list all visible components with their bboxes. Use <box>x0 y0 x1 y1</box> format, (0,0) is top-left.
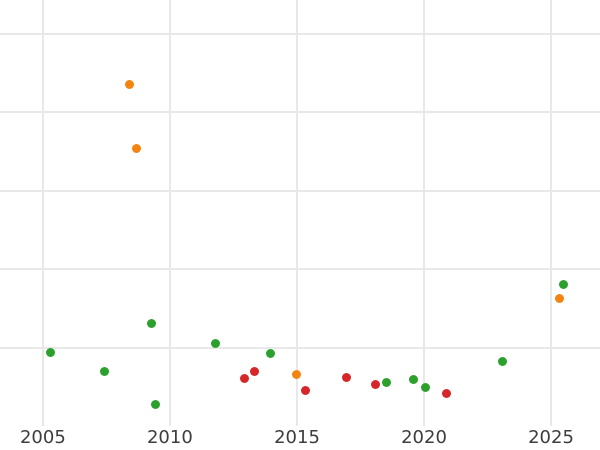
gridline-x-2015 <box>296 0 298 426</box>
data-point-orange <box>132 143 142 153</box>
data-point-red <box>301 386 311 396</box>
data-point-green <box>46 347 56 357</box>
gridline-y-4 <box>0 111 600 114</box>
x-tick-label-2015: 2015 <box>274 427 320 448</box>
data-point-green <box>420 383 430 393</box>
data-point-red <box>239 374 249 384</box>
data-point-red <box>442 389 452 399</box>
data-point-green <box>150 399 160 409</box>
data-point-green <box>211 339 221 349</box>
data-point-orange <box>291 369 301 379</box>
data-point-red <box>250 367 260 377</box>
data-point-red <box>342 372 352 382</box>
gridline-y-3 <box>0 189 600 192</box>
x-axis: 2005 2010 2015 2020 2025 <box>0 426 600 450</box>
data-point-red <box>370 379 380 389</box>
data-point-green <box>381 377 391 387</box>
data-point-green <box>99 367 109 377</box>
data-point-green <box>558 280 568 290</box>
data-point-orange <box>124 80 134 90</box>
data-point-green <box>498 357 507 367</box>
data-point-green <box>265 349 275 359</box>
data-point-green <box>408 375 418 385</box>
x-tick-label-2005: 2005 <box>19 427 66 448</box>
gridline-x-2020 <box>423 0 425 426</box>
gridline-x-2025 <box>550 0 552 426</box>
x-tick-label-2025: 2025 <box>528 427 574 448</box>
gridline-x-2010 <box>168 0 171 426</box>
data-point-orange <box>554 294 564 304</box>
data-point-green <box>147 318 157 328</box>
plot-area <box>0 0 600 426</box>
gridline-y-1 <box>0 346 600 349</box>
gridline-y-5 <box>0 32 600 35</box>
gridline-x-2005 <box>41 0 44 426</box>
x-tick-label-2020: 2020 <box>401 427 447 448</box>
gridline-y-2 <box>0 268 600 271</box>
x-tick-label-2010: 2010 <box>146 427 193 448</box>
